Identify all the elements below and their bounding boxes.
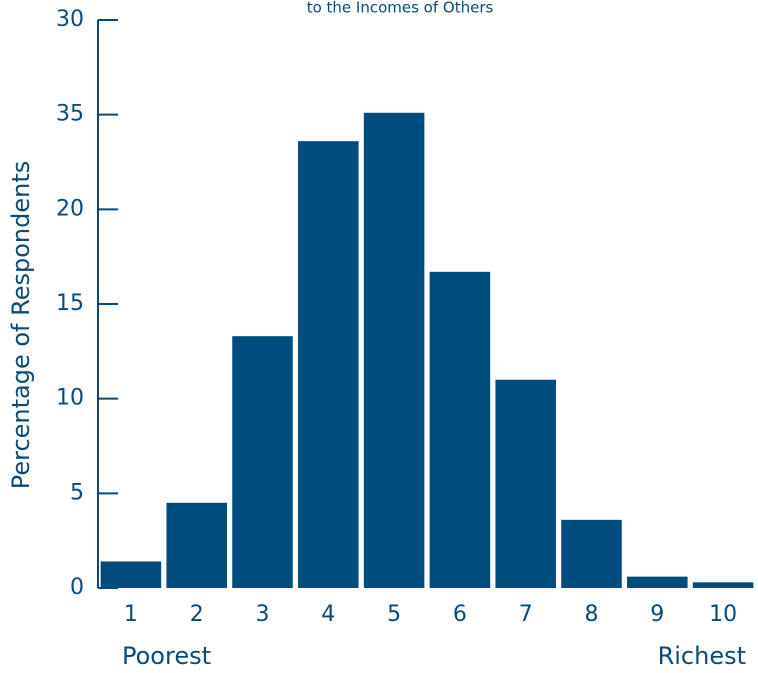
x-tick-label: 1 [124,602,138,627]
y-tick-label: 20 [56,196,84,221]
y-tick-label: 0 [70,575,84,600]
x-tick-label: 10 [709,602,737,627]
bar [627,576,688,588]
bar [166,502,227,588]
bar [495,379,556,588]
x-tick-label: 2 [190,602,204,627]
bar [363,112,425,589]
bar [429,271,491,588]
annotation: Richest [658,642,746,669]
x-tick-label: 3 [256,602,270,627]
y-tick-label: 5 [70,480,84,505]
bar [100,561,162,588]
x-tick-label: 4 [321,602,335,627]
y-tick-label: 30 [56,7,84,32]
annotation: Poorest [122,642,211,669]
x-tick-label: 8 [585,602,599,627]
x-tick-label: 6 [453,602,467,627]
bar [692,582,754,588]
bar [298,141,359,588]
x-tick-label: 9 [650,602,664,627]
y-axis-label: Percentage of Respondents [7,161,35,490]
x-tick-label: 5 [387,602,401,627]
bar [232,336,293,588]
y-tick-label: 15 [56,291,84,316]
chart-title: to the Incomes of Others [307,0,494,17]
x-tick-label: 7 [519,602,533,627]
y-tick-label: 10 [56,386,84,411]
y-tick-label: 35 [56,102,84,127]
bar [561,519,622,588]
